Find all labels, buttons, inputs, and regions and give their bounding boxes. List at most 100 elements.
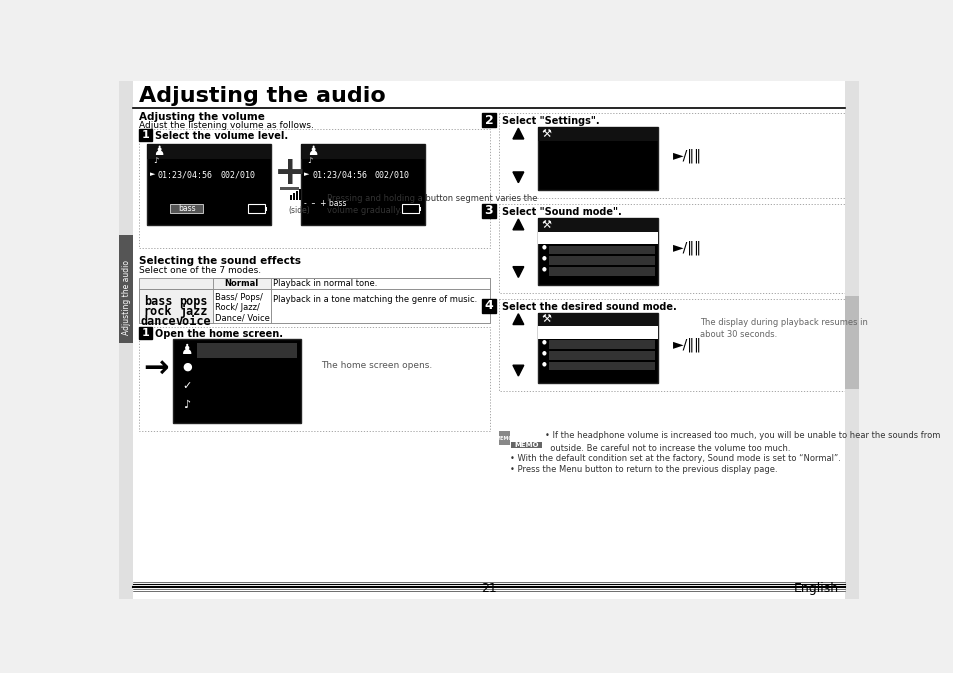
Text: ►/‖‖: ►/‖‖ [673,148,701,163]
Bar [548,267,654,275]
Text: ►: ► [304,171,310,177]
Text: ♪: ♪ [153,156,158,165]
Bar [537,326,658,339]
Text: ►/‖‖: ►/‖‖ [673,338,701,352]
Text: Selecting the sound effects: Selecting the sound effects [139,256,301,267]
Bar [548,351,654,359]
Text: Bass/ Pops/: Bass/ Pops/ [215,293,263,302]
Bar [290,195,292,200]
Text: ●: ● [541,267,546,271]
Bar [265,207,267,211]
Bar [280,187,298,190]
Bar [843,296,858,389]
Text: voice: voice [175,315,212,328]
Text: Select the desired sound mode.: Select the desired sound mode. [501,302,676,312]
Text: ♪: ♪ [307,156,313,165]
Polygon shape [513,314,523,324]
Bar [139,129,489,248]
Bar [301,144,425,225]
Bar [537,312,658,326]
Text: ♟: ♟ [153,145,165,158]
Bar [213,289,271,323]
Bar [213,278,271,289]
Text: ⚒: ⚒ [541,314,551,324]
Text: ►: ► [150,171,155,177]
Bar [498,431,509,445]
Text: 002/010: 002/010 [375,170,410,179]
Bar [537,232,658,244]
Bar [498,113,843,198]
Text: 3: 3 [484,205,493,217]
Bar [139,129,152,141]
Text: ●: ● [541,256,546,260]
Text: The home screen opens.: The home screen opens. [320,361,432,370]
Text: Playback in normal tone.: Playback in normal tone. [274,279,377,288]
Bar [548,341,654,349]
Bar [139,289,489,323]
Text: ●: ● [183,362,193,371]
Bar [133,81,843,108]
Text: Adjusting the audio: Adjusting the audio [139,86,386,106]
Bar [548,362,654,370]
Bar [537,218,658,285]
Bar [511,442,542,448]
Text: MEMO: MEMO [496,435,513,441]
Text: Playback in a tone matching the genre of music.: Playback in a tone matching the genre of… [274,295,477,304]
Bar [119,81,133,599]
Bar [301,144,425,160]
Bar [139,327,152,339]
Text: jazz: jazz [179,305,208,318]
Text: rock: rock [144,305,172,318]
Text: Adjusting the audio: Adjusting the audio [122,260,131,335]
Text: bass: bass [177,204,195,213]
Bar [402,204,418,213]
Text: 1: 1 [142,130,150,140]
Bar [537,127,658,141]
Text: -  –  + bass: - – + bass [304,199,347,209]
Bar [843,81,858,599]
Text: dance: dance [140,315,175,328]
Bar [133,579,843,599]
Bar [537,312,658,384]
Text: • If the headphone volume is increased too much, you will be unable to hear the : • If the headphone volume is increased t… [545,431,940,453]
Bar [298,188,301,200]
Text: ●: ● [541,350,546,355]
Bar [537,218,658,232]
Text: ►/‖‖: ►/‖‖ [673,241,701,255]
Bar [271,289,489,323]
Text: Select the volume level.: Select the volume level. [154,131,288,141]
Text: 4: 4 [484,299,493,312]
Polygon shape [513,267,523,277]
Text: Pressing and holding a button segment varies the
volume gradually.: Pressing and holding a button segment va… [327,194,537,215]
Bar [147,144,271,225]
Bar [173,339,301,423]
Bar [548,256,654,264]
Bar [498,299,843,391]
Text: ●: ● [541,245,546,250]
Text: ♟: ♟ [181,343,193,357]
Bar [147,144,271,160]
Text: Rock/ Jazz/: Rock/ Jazz/ [215,304,260,312]
Bar [171,204,203,213]
Bar [418,207,421,211]
Bar [248,204,265,213]
Polygon shape [513,365,523,376]
Bar [119,235,133,343]
Text: Open the home screen.: Open the home screen. [154,330,283,339]
Text: ⚒: ⚒ [541,220,551,229]
Text: →: → [144,355,169,384]
Text: 2: 2 [484,114,493,127]
Bar [295,191,298,200]
Bar [196,343,297,358]
Text: • Press the Menu button to return to the previous display page.: • Press the Menu button to return to the… [509,465,777,474]
Text: Select "Sound mode".: Select "Sound mode". [501,207,621,217]
Text: Select "Settings".: Select "Settings". [501,116,599,126]
Text: (side): (side) [288,206,310,215]
Text: Normal: Normal [224,279,258,288]
Text: • With the default condition set at the factory, Sound mode is set to “Normal”.: • With the default condition set at the … [509,454,840,463]
Text: ✓: ✓ [183,381,192,391]
Text: bass: bass [144,295,172,308]
Text: 01:23/04:56: 01:23/04:56 [158,170,213,179]
Polygon shape [513,172,523,182]
Bar [481,299,496,312]
